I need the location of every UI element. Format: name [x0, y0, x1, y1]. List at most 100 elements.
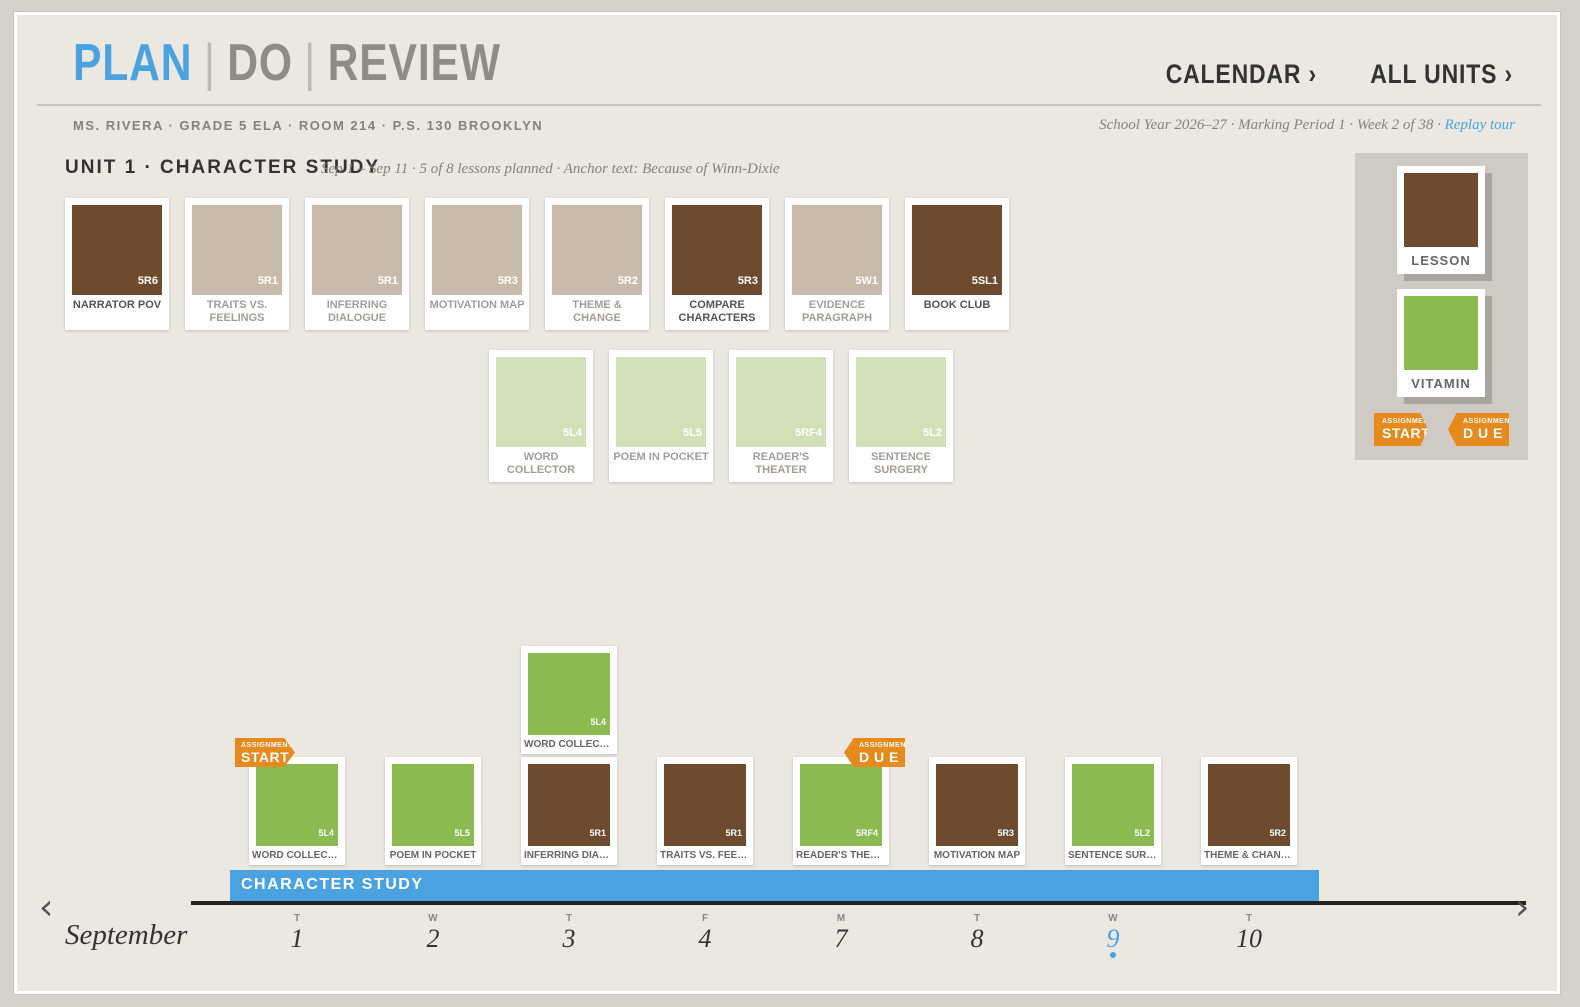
card-swatch [496, 357, 586, 447]
scheduled-vitamin-card[interactable]: 5L2 SENTENCE SURGERY [1065, 757, 1161, 865]
card-label: WORD COLLECTOR [524, 739, 617, 750]
lesson-card[interactable]: 5R3 MOTIVATION MAP [425, 198, 529, 330]
card-swatch [528, 764, 610, 846]
legend-start-flag: ASSIGNMENT START [1374, 413, 1428, 446]
card-code: 5SL1 [971, 275, 998, 287]
lesson-card[interactable]: 5R3 COMPARE CHARACTERS [665, 198, 769, 330]
vitamin-card[interactable]: 5RF4 READER'S THEATER [729, 350, 833, 482]
scheduled-vitamin-card[interactable]: 5RF4 READER'S THEATER [793, 757, 889, 865]
card-code: 5L4 [563, 427, 582, 439]
scheduled-lesson-card[interactable]: 5R1 INFERRING DIALOG... [521, 757, 617, 865]
card-code: 5R1 [725, 828, 742, 838]
today-dot-icon [1110, 952, 1116, 958]
legend-vitamin-card: VITAMIN [1397, 289, 1485, 397]
header-divider [37, 104, 1541, 106]
card-code: 5L2 [923, 427, 942, 439]
flag-caption: ASSIGNMENT [859, 742, 911, 749]
top-nav: CALENDAR › ALL UNITS › [1139, 59, 1513, 90]
scheduled-vitamin-card[interactable]: 5L4 WORD COLLECTOR [521, 646, 617, 754]
scheduled-lesson-card[interactable]: 5R2 THEME & CHANGE [1201, 757, 1297, 865]
next-arrow-icon[interactable]: › [1515, 887, 1530, 928]
scheduled-vitamin-card[interactable]: 5L4 WORD COLLECTOR [249, 757, 345, 865]
legend-vitamin-label: VITAMIN [1411, 376, 1471, 391]
tab-do[interactable]: DO [227, 34, 293, 92]
card-swatch [616, 357, 706, 447]
lesson-card[interactable]: 5SL1 BOOK CLUB [905, 198, 1009, 330]
card-swatch [256, 764, 338, 846]
lesson-card[interactable]: 5R6 NARRATOR POV [65, 198, 169, 330]
lesson-swatch [1404, 173, 1478, 247]
assignment-start-flag[interactable]: ASSIGNMENT START [235, 738, 295, 767]
card-label: NARRATOR POV [72, 299, 162, 311]
day-number: 8 [970, 924, 984, 953]
day-number: 1 [290, 924, 304, 953]
calendar-link[interactable]: CALENDAR › [1165, 59, 1317, 89]
card-code: 5R1 [589, 828, 606, 838]
flag-text: D U E [1463, 425, 1503, 441]
scheduled-lesson-card[interactable]: 5R3 MOTIVATION MAP [929, 757, 1025, 865]
card-label: THEME & CHANGE [1204, 850, 1296, 861]
prev-arrow-icon[interactable]: ‹ [39, 887, 54, 928]
card-swatch [664, 764, 746, 846]
card-label: READER'S THEATER [752, 451, 810, 476]
assignment-due-flag[interactable]: ASSIGNMENT D U E [844, 738, 905, 767]
replay-tour-link[interactable]: Replay tour [1444, 117, 1515, 133]
legend-panel: LESSON VITAMIN ASSIGNMENT START ASSIGNME… [1355, 153, 1528, 460]
all-units-link[interactable]: ALL UNITS › [1370, 59, 1513, 89]
card-code: 5RF4 [795, 427, 822, 439]
card-label: SENTENCE SURGERY [1068, 850, 1161, 861]
flag-caption: ASSIGNMENT [241, 742, 293, 749]
card-swatch [192, 205, 282, 295]
card-code: 5R3 [737, 275, 758, 287]
day-number: 4 [698, 924, 712, 953]
scheduled-vitamin-card[interactable]: 5L5 POEM IN POCKET [385, 757, 481, 865]
mode-separator: | [304, 34, 317, 92]
card-swatch [912, 205, 1002, 295]
teacher-info: MS. RIVERA · GRADE 5 ELA · ROOM 214 · P.… [73, 118, 544, 133]
scheduled-lesson-card[interactable]: 5R1 TRAITS VS. FEELIN... [657, 757, 753, 865]
card-label: POEM IN POCKET [389, 850, 477, 861]
lesson-card[interactable]: 5R1 INFERRING DIALOGUE [305, 198, 409, 330]
card-code: 5L2 [1134, 828, 1150, 838]
lesson-card[interactable]: 5R1 TRAITS VS. FEELINGS [185, 198, 289, 330]
card-label: SENTENCE SURGERY [871, 451, 931, 476]
card-label: MOTIVATION MAP [429, 299, 525, 311]
lesson-card[interactable]: 5W1 EVIDENCE PARAGRAPH [785, 198, 889, 330]
card-code: 5R6 [137, 275, 158, 287]
unit-subtitle: Sep 1 – Sep 11 · 5 of 8 lessons planned … [321, 161, 780, 177]
unit-bar[interactable]: CHARACTER STUDY [230, 870, 1319, 901]
card-label: READER'S THEATER [796, 850, 889, 861]
tab-plan[interactable]: PLAN [73, 34, 193, 92]
card-swatch [312, 205, 402, 295]
card-code: 5R3 [497, 275, 518, 287]
weekday-label: T [973, 913, 981, 924]
weekday-label: W [428, 913, 438, 924]
weekday-label: W [1108, 913, 1118, 924]
day-label[interactable]: T 10 [1219, 913, 1279, 954]
legend-lesson-label: LESSON [1411, 253, 1471, 268]
card-label: MOTIVATION MAP [933, 850, 1021, 861]
legend-due-flag: ASSIGNMENT D U E [1448, 413, 1509, 446]
flag-text: START [1382, 425, 1431, 441]
weekday-label: F [701, 913, 709, 924]
school-year-text: School Year 2026–27 · Marking Period 1 ·… [1099, 117, 1441, 133]
card-swatch [72, 205, 162, 295]
day-number: 3 [562, 924, 576, 953]
vitamin-card[interactable]: 5L5 POEM IN POCKET [609, 350, 713, 482]
vitamin-card[interactable]: 5L2 SENTENCE SURGERY [849, 350, 953, 482]
vitamin-card[interactable]: 5L4 WORD COLLECTOR [489, 350, 593, 482]
tab-review[interactable]: REVIEW [327, 34, 501, 92]
lesson-card[interactable]: 5R2 THEME & CHANGE [545, 198, 649, 330]
flag-caption: ASSIGNMENT [1463, 418, 1515, 425]
card-swatch [552, 205, 642, 295]
card-code: 5L4 [318, 828, 334, 838]
card-code: 5R1 [257, 275, 278, 287]
card-swatch [792, 205, 882, 295]
